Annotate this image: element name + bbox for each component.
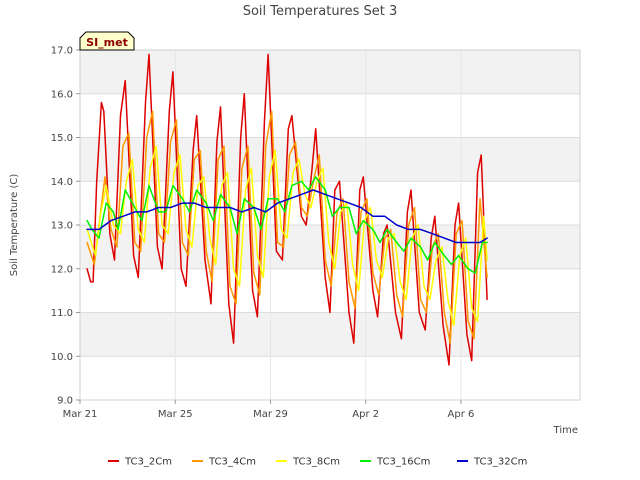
plot-band [80,356,580,400]
station-badge: SI_met [79,31,135,51]
plot-band [80,50,580,94]
legend: TC3_2Cm TC3_4Cm TC3_8Cm TC3_16Cm TC3_32Cm [108,457,527,468]
legend-label: TC3_4Cm [208,457,256,468]
plot-background-bands [80,50,580,400]
badge-shape [79,31,135,51]
x-tick-label: Apr 2 [352,409,379,420]
plot-band [80,137,580,182]
y-tick-label: 15.0 [51,133,73,144]
legend-label: TC3_32Cm [473,457,527,468]
plot-band [80,93,580,138]
legend-label: TC3_2Cm [124,457,172,468]
badge-label: SI_met [86,36,128,49]
series-line-tc3-8cm [86,145,488,327]
y-tick-label: 10.0 [51,352,73,363]
y-tick-label: 14.0 [51,177,73,188]
legend-label: TC3_16Cm [376,457,430,468]
series-lines [86,53,488,366]
y-tick-label: 11.0 [51,308,73,319]
x-axis-ticks: Mar 21 Mar 25 Mar 29 Apr 2 Apr 6 [63,400,475,420]
y-tick-label: 13.0 [51,221,73,232]
plot-band [80,312,580,357]
x-tick-label: Apr 6 [448,409,475,420]
y-tick-label: 17.0 [51,46,73,57]
y-axis-label: Soil Temperature (C) [9,174,20,277]
x-tick-label: Mar 25 [158,409,193,420]
y-tick-label: 16.0 [51,89,73,100]
series-line-tc3-16cm [86,176,488,274]
x-tick-label: Mar 29 [253,409,288,420]
y-tick-label: 12.0 [51,264,73,275]
legend-label: TC3_8Cm [292,457,340,468]
plot-band [80,181,580,225]
x-axis-label: Time [553,425,578,436]
chart-title: Soil Temperatures Set 3 [243,4,398,19]
y-tick-label: 9.0 [57,396,73,407]
x-tick-label: Mar 21 [63,409,98,420]
series-line-tc3-32cm [86,189,488,244]
series-line-tc3-2cm [86,53,488,366]
series-line-tc3-4cm [86,110,488,344]
y-axis-ticks: 9.0 10.0 11.0 12.0 13.0 14.0 15.0 16.0 17.0 [51,46,80,407]
